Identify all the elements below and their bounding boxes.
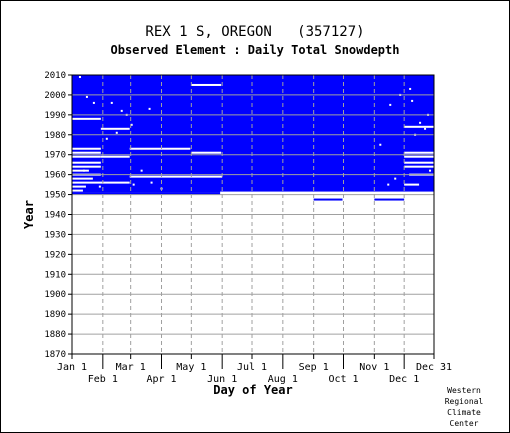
credit-line: Western: [447, 386, 481, 395]
y-tick-label: 1870: [44, 350, 66, 360]
missing-segment: [404, 161, 434, 164]
missing-dot: [140, 169, 143, 172]
credit-text: Western Regional Climate Center: [434, 385, 494, 429]
x-tick-label: Sep 1: [299, 362, 329, 373]
missing-segment: [404, 165, 434, 168]
x-tick-label: Jul 1: [237, 362, 267, 373]
credit-line: Regional: [444, 397, 484, 406]
missing-segment: [72, 155, 101, 158]
missing-dot: [379, 143, 382, 146]
x-tick-label: Aug 1: [268, 374, 298, 385]
y-tick-label: 1920: [44, 250, 66, 260]
missing-dot: [150, 181, 153, 184]
observed-block: [374, 198, 405, 201]
x-tick-label: Dec 1: [389, 374, 419, 385]
x-tick-label: Mar 1: [116, 362, 146, 373]
y-tick-label: 1890: [44, 310, 66, 320]
y-tick-label: 2000: [44, 91, 66, 101]
x-tick-label: Dec 31: [416, 362, 452, 373]
y-tick-label: 1900: [44, 290, 66, 300]
missing-segment: [129, 147, 191, 150]
missing-dot: [419, 121, 422, 124]
x-tick-label: Oct 1: [328, 374, 358, 385]
y-tick-label: 1930: [44, 230, 66, 240]
y-tick-label: 1880: [44, 330, 66, 340]
x-tick-label: Nov 1: [359, 362, 389, 373]
y-tick-label: 1980: [44, 131, 66, 141]
x-tick-label: Jun 1: [207, 374, 237, 385]
missing-dot: [115, 131, 118, 134]
missing-dot: [85, 95, 88, 98]
y-tick-label: 2010: [44, 71, 66, 81]
missing-segment: [72, 117, 101, 120]
missing-segment: [72, 177, 93, 180]
missing-dot: [429, 169, 432, 172]
missing-segment: [72, 169, 89, 172]
missing-dot: [389, 103, 392, 106]
x-tick-label: Jan 1: [57, 362, 87, 373]
y-axis-label: Year: [22, 200, 36, 229]
missing-dot: [98, 185, 101, 188]
missing-segment: [404, 183, 420, 186]
chart-subtitle: Observed Element : Daily Total Snowdepth: [110, 43, 400, 57]
missing-segment: [404, 155, 434, 158]
missing-dot: [78, 75, 81, 78]
missing-segment: [191, 83, 222, 86]
chart-title: REX 1 S, OREGON (357127): [145, 24, 365, 40]
missing-dot: [82, 169, 85, 172]
missing-segment: [72, 189, 83, 192]
missing-dot: [130, 123, 133, 126]
missing-dot: [387, 183, 390, 186]
missing-dot: [409, 87, 412, 90]
missing-dot: [92, 101, 95, 104]
credit-line: Center: [449, 419, 479, 428]
missing-segment: [404, 151, 434, 154]
missing-segment: [72, 151, 101, 154]
missing-segment: [404, 125, 434, 128]
y-axis: 1870 1880 1890 1900 1910 1920 1930 1940 1950 1960…: [44, 71, 72, 360]
missing-segment: [72, 185, 86, 188]
missing-dot: [120, 109, 123, 112]
y-tick-label: 1940: [44, 211, 66, 221]
x-axis-label: Day of Year: [213, 383, 292, 397]
missing-dot: [411, 99, 414, 102]
missing-dot: [105, 137, 108, 140]
y-tick-label: 1910: [44, 270, 66, 280]
missing-dot: [424, 127, 427, 130]
y-tick-label: 1990: [44, 111, 66, 121]
x-axis: Jan 1 Mar 1 May 1 Jul 1 Sep 1 Nov 1 Dec 31 Feb …: [57, 354, 452, 385]
missing-segment: [129, 175, 223, 178]
missing-dot: [110, 101, 113, 104]
missing-dot: [132, 183, 135, 186]
x-tick-label: May 1: [176, 362, 206, 373]
missing-segment: [100, 155, 130, 158]
missing-segment: [72, 165, 101, 168]
observed-block: [72, 192, 221, 195]
missing-segment: [191, 151, 222, 154]
missing-segment: [72, 161, 101, 164]
y-tick-label: 1960: [44, 171, 66, 181]
missing-segments: [72, 75, 434, 194]
missing-segment: [100, 127, 130, 130]
missing-segment: [72, 181, 130, 184]
missing-dot: [148, 107, 151, 110]
x-tick-label: Apr 1: [146, 374, 176, 385]
observed-block: [313, 198, 343, 201]
x-tick-label: Feb 1: [88, 374, 118, 385]
missing-segment: [220, 191, 434, 194]
missing-segment: [72, 147, 101, 150]
y-tick-label: 1970: [44, 151, 66, 161]
grid-lines: [72, 75, 434, 354]
credit-line: Climate: [447, 408, 481, 417]
y-tick-label: 1950: [44, 191, 66, 201]
missing-dot: [394, 177, 397, 180]
